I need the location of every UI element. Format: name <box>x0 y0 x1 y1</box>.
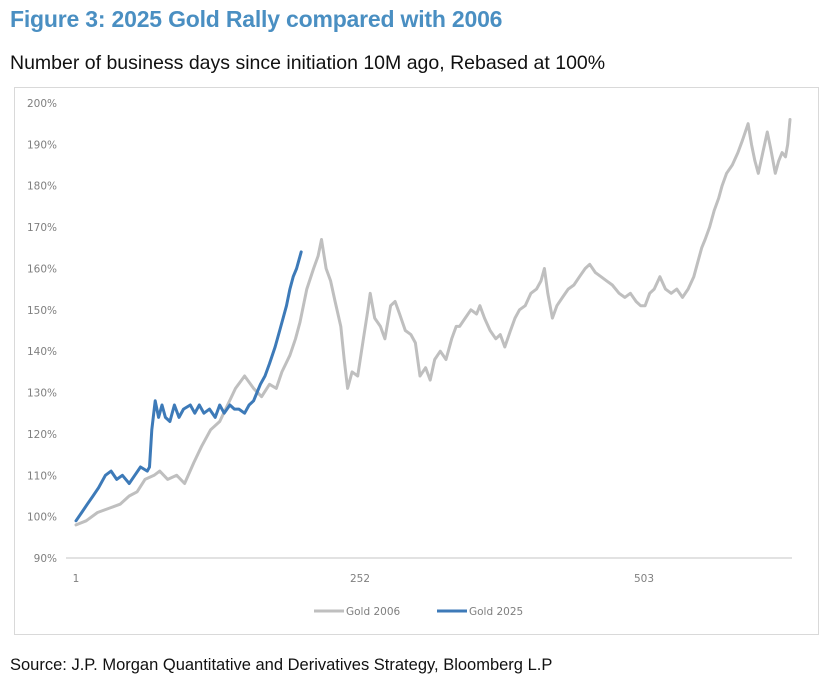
y-tick-label: 200% <box>27 98 57 110</box>
y-tick-label: 180% <box>27 181 57 193</box>
series-line-gold-2025 <box>74 250 303 523</box>
source-note: Source: J.P. Morgan Quantitative and Der… <box>10 656 553 674</box>
figure-title: Figure 3: 2025 Gold Rally compared with … <box>10 6 503 32</box>
chart-frame <box>14 87 819 635</box>
figure-subtitle: Number of business days since initiation… <box>10 52 606 74</box>
y-tick-label: 100% <box>27 512 57 524</box>
y-axis: 90% 100% 110% 120% 130% 140% 150% 160% 170% 180% 1… <box>27 98 57 565</box>
x-axis: 1 252 503 <box>73 573 654 585</box>
legend-label-gold-2006: Gold 2006 <box>346 606 401 618</box>
y-tick-label: 160% <box>27 263 57 275</box>
y-tick-label: 150% <box>27 305 57 317</box>
legend-label-gold-2025: Gold 2025 <box>469 606 523 618</box>
y-tick-label: 130% <box>27 388 57 400</box>
series-line-gold-2006 <box>74 118 792 527</box>
series-group <box>74 118 792 527</box>
legend: Gold 2006 Gold 2025 <box>314 606 523 618</box>
x-tick-label: 1 <box>73 573 80 585</box>
y-tick-label: 120% <box>27 429 57 441</box>
y-tick-label: 90% <box>34 553 57 565</box>
x-tick-label: 503 <box>634 573 654 585</box>
x-tick-label: 252 <box>350 573 370 585</box>
y-tick-label: 190% <box>27 139 57 151</box>
y-tick-label: 110% <box>27 470 57 482</box>
y-tick-label: 140% <box>27 346 57 358</box>
y-tick-label: 170% <box>27 222 57 234</box>
